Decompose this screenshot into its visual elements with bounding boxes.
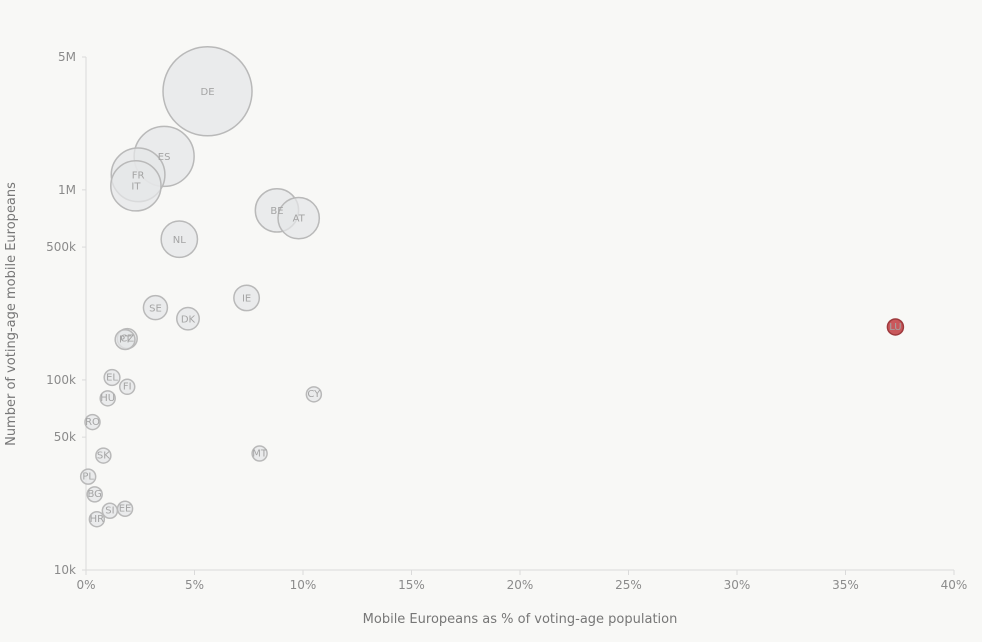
bubble-hu[interactable] bbox=[99, 390, 116, 407]
x-tick-label: 35% bbox=[832, 578, 859, 592]
bubble-si[interactable] bbox=[101, 502, 119, 519]
bubble-label-ee: EE bbox=[119, 504, 132, 515]
y-tick-label: 100k bbox=[46, 373, 76, 387]
bubble-ro[interactable] bbox=[84, 413, 101, 431]
bubble-ie[interactable] bbox=[233, 284, 261, 312]
bubble-label-mt: MT bbox=[252, 448, 268, 459]
bubble-dk[interactable] bbox=[176, 306, 200, 331]
x-tick-label: 15% bbox=[398, 578, 425, 592]
bubble-label-si: SI bbox=[105, 506, 114, 517]
bubble-de[interactable] bbox=[162, 46, 253, 137]
x-tick-label: 25% bbox=[615, 578, 642, 592]
bubble-label-hr: HR bbox=[90, 514, 105, 525]
bubble-pt[interactable] bbox=[114, 328, 136, 351]
x-axis-ticks: 0% 5% 10% 15% 20% 25% 30% 35% 40% bbox=[76, 570, 967, 592]
bubble-se[interactable] bbox=[142, 294, 169, 321]
x-axis-title: Mobile Europeans as % of voting-age popu… bbox=[363, 612, 678, 627]
bubble-pl[interactable] bbox=[79, 468, 97, 485]
bubble-label-pt: PT bbox=[119, 334, 132, 345]
plot-area: 10k 50k 100k 500k 1M 5M 0% 5% 10% 15% 20% 25% 30% 35… bbox=[46, 46, 967, 592]
x-tick-label: 10% bbox=[290, 578, 317, 592]
bubble-nl[interactable] bbox=[160, 220, 199, 259]
bubble-label-de: DE bbox=[201, 87, 215, 98]
bubble-label-es: ES bbox=[158, 152, 171, 163]
bubble-label-ie: IE bbox=[242, 294, 251, 305]
bubble-bg[interactable] bbox=[86, 486, 103, 503]
y-axis-ticks: 10k 50k 100k 500k 1M 5M bbox=[46, 50, 86, 577]
bubble-label-it: IT bbox=[131, 181, 141, 192]
bubble-label-fi: FI bbox=[123, 382, 132, 393]
x-tick-label: 20% bbox=[507, 578, 534, 592]
bubble-fi[interactable] bbox=[118, 378, 136, 396]
bubble-it[interactable] bbox=[110, 159, 162, 212]
bubble-label-ro: RO bbox=[85, 417, 100, 428]
bubble-label-dk: DK bbox=[181, 314, 196, 325]
bubble-label-bg: BG bbox=[87, 489, 101, 500]
y-tick-label: 500k bbox=[46, 240, 76, 254]
y-tick-label: 1M bbox=[58, 183, 76, 197]
bubble-sk[interactable] bbox=[95, 447, 112, 464]
y-tick-label: 50k bbox=[54, 430, 76, 444]
y-axis-title: Number of voting-age mobile Europeans bbox=[4, 182, 19, 446]
x-tick-label: 5% bbox=[185, 578, 204, 592]
bubble-hr[interactable] bbox=[88, 510, 106, 528]
bubble-at[interactable] bbox=[277, 196, 321, 240]
bubble-label-el: EL bbox=[106, 372, 118, 383]
bubble-series bbox=[79, 46, 905, 528]
bubble-label-hu: HU bbox=[100, 393, 115, 404]
bubble-el[interactable] bbox=[103, 368, 121, 387]
bubble-label-nl: NL bbox=[173, 235, 186, 246]
bubble-label-fr: FR bbox=[132, 170, 145, 181]
bubble-label-cy: CY bbox=[307, 389, 321, 400]
y-tick-label: 5M bbox=[58, 50, 76, 64]
x-tick-label: 30% bbox=[724, 578, 751, 592]
y-tick-label: 10k bbox=[54, 563, 76, 577]
bubble-label-lu: LU bbox=[889, 322, 901, 333]
x-tick-label: 40% bbox=[941, 578, 968, 592]
bubble-lu[interactable] bbox=[886, 318, 905, 336]
bubble-label-cz: CZ bbox=[120, 333, 134, 344]
bubble-label-be: BE bbox=[270, 206, 283, 217]
bubble-label-at: AT bbox=[293, 214, 306, 225]
bubble-label-sk: SK bbox=[97, 450, 110, 461]
x-tick-label: 0% bbox=[76, 578, 95, 592]
bubble-label-se: SE bbox=[149, 303, 162, 314]
bubble-cy[interactable] bbox=[305, 386, 323, 403]
bubble-label-pl: PL bbox=[82, 471, 94, 482]
bubble-mt[interactable] bbox=[251, 445, 268, 462]
